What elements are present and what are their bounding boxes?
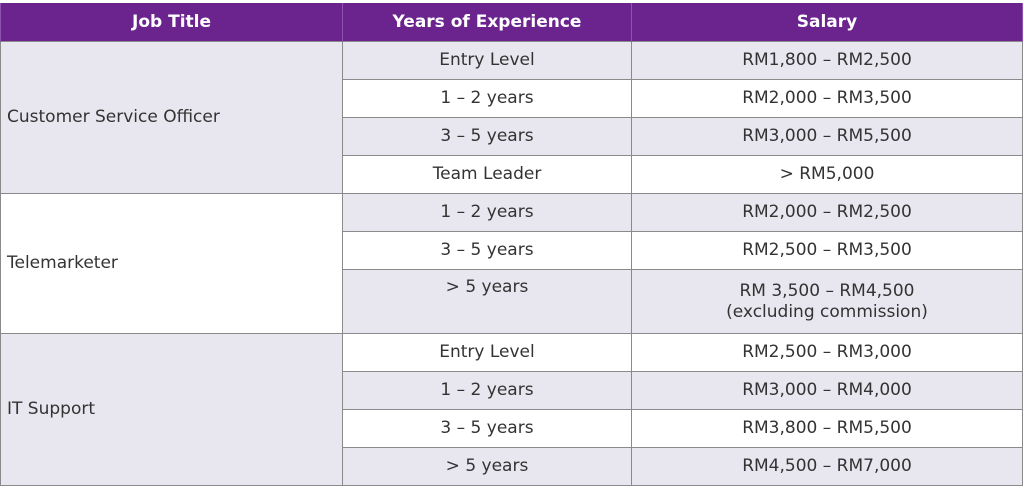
salary-cell: RM3,000 – RM4,000 bbox=[631, 371, 1023, 410]
table-row: IT Support Entry Level RM2,500 – RM3,000 bbox=[0, 333, 1023, 486]
years-cell: 1 – 2 years bbox=[342, 193, 632, 232]
table-row: Team Leader > RM5,000 bbox=[1, 155, 1023, 194]
salary-note: (excluding commission) bbox=[726, 301, 928, 322]
salary-cell: > RM5,000 bbox=[631, 155, 1023, 194]
table-row: 3 – 5 years RM3,800 – RM5,500 bbox=[1, 409, 1023, 448]
table-row: Telemarketer 1 – 2 years RM2,000 – RM2,5… bbox=[0, 193, 1023, 334]
header-row: Job Title Years of Experience Salary bbox=[0, 3, 1023, 42]
table-row: 1 – 2 years RM3,000 – RM4,000 bbox=[1, 371, 1023, 410]
years-cell: Entry Level bbox=[342, 333, 632, 372]
years-cell: 3 – 5 years bbox=[342, 231, 632, 270]
header-job-title: Job Title bbox=[0, 3, 343, 42]
salary-cell: RM2,000 – RM2,500 bbox=[631, 193, 1023, 232]
salary-cell: RM 3,500 – RM4,500 (excluding commission… bbox=[631, 269, 1023, 334]
years-cell: > 5 years bbox=[342, 269, 632, 334]
years-cell: 3 – 5 years bbox=[342, 409, 632, 448]
salary-cell: RM2,500 – RM3,000 bbox=[631, 333, 1023, 372]
years-cell: 1 – 2 years bbox=[342, 79, 632, 118]
header-salary: Salary bbox=[631, 3, 1023, 42]
salary-table: Job Title Years of Experience Salary Cus… bbox=[0, 3, 1023, 486]
years-cell: 1 – 2 years bbox=[342, 371, 632, 410]
header-years-of-experience: Years of Experience bbox=[342, 3, 632, 42]
years-cell: Entry Level bbox=[342, 41, 632, 80]
salary-cell: RM3,000 – RM5,500 bbox=[631, 117, 1023, 156]
table-row: 1 – 2 years RM2,000 – RM3,500 bbox=[1, 79, 1023, 118]
salary-cell: RM2,500 – RM3,500 bbox=[631, 231, 1023, 270]
table-row: 3 – 5 years RM3,000 – RM5,500 bbox=[1, 117, 1023, 156]
years-cell: 3 – 5 years bbox=[342, 117, 632, 156]
years-cell: Team Leader bbox=[342, 155, 632, 194]
table-row: Customer Service Officer Entry Level RM1… bbox=[0, 41, 1023, 194]
salary-range: RM 3,500 – RM4,500 bbox=[739, 280, 915, 301]
salary-cell: RM3,800 – RM5,500 bbox=[631, 409, 1023, 448]
salary-cell: RM1,800 – RM2,500 bbox=[631, 41, 1023, 80]
salary-cell: RM4,500 – RM7,000 bbox=[631, 447, 1023, 486]
salary-cell: RM2,000 – RM3,500 bbox=[631, 79, 1023, 118]
job-title-cell: IT Support bbox=[0, 333, 343, 486]
table-row: > 5 years RM4,500 – RM7,000 bbox=[1, 447, 1023, 486]
job-title-cell: Telemarketer bbox=[0, 193, 343, 334]
table-row: > 5 years RM 3,500 – RM4,500 (excluding … bbox=[1, 269, 1023, 334]
table-row: 3 – 5 years RM2,500 – RM3,500 bbox=[1, 231, 1023, 270]
job-title-cell: Customer Service Officer bbox=[0, 41, 343, 194]
years-cell: > 5 years bbox=[342, 447, 632, 486]
